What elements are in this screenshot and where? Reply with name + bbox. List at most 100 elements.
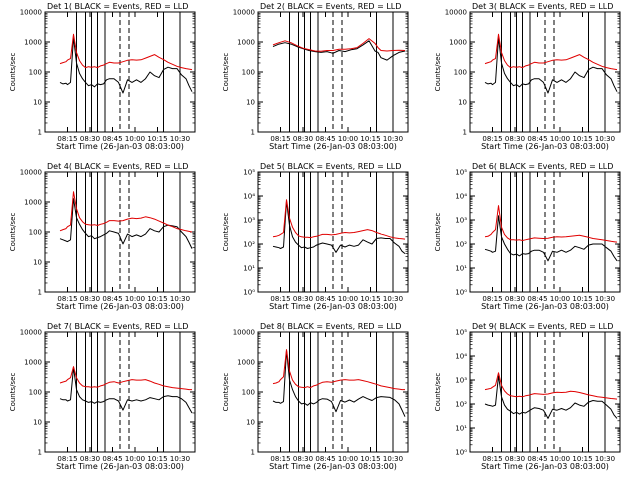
x-axis-label: Start Time (26-Jan-03 08:03:00) bbox=[269, 142, 397, 151]
x-tick-label: 10:00 bbox=[338, 455, 358, 463]
y-tick-label: 10⁰ bbox=[455, 449, 467, 457]
panel-8: Det 8( BLACK = Events, RED = LLD 1 10 100 10… bbox=[222, 322, 409, 471]
x-axis-label: Start Time (26-Jan-03 08:03:00) bbox=[56, 302, 184, 311]
x-tick-label: 08:30 bbox=[293, 295, 313, 303]
series-events-line bbox=[59, 367, 193, 414]
panel-title: Det 1( BLACK = Events, RED = LLD bbox=[47, 2, 188, 11]
y-tick-label: 100 bbox=[29, 389, 42, 397]
x-tick-label: 10:30 bbox=[383, 295, 403, 303]
x-tick-label: 10:00 bbox=[550, 135, 570, 143]
x-tick-label: 08:30 bbox=[505, 295, 525, 303]
x-tick-label: 08:45 bbox=[315, 295, 335, 303]
x-tick-label: 08:15 bbox=[57, 135, 77, 143]
x-tick-label: 10:30 bbox=[383, 455, 403, 463]
panel-9: Det 9( BLACK = Events, RED = LLD 10⁰ 10¹ 10… bbox=[434, 322, 621, 471]
panel-6: Det 6( BLACK = Events, RED = LLD 10⁰ 10¹ 10… bbox=[434, 162, 621, 311]
x-tick-label: 10:15 bbox=[147, 455, 167, 463]
y-tick-label: 10² bbox=[455, 241, 467, 249]
y-tick-label: 10 bbox=[246, 99, 255, 107]
y-tick-label: 10⁴ bbox=[455, 193, 467, 201]
series-events-line bbox=[484, 215, 618, 262]
x-tick-label: 08:45 bbox=[102, 135, 122, 143]
x-tick-label: 10:15 bbox=[360, 135, 380, 143]
x-tick-label: 08:45 bbox=[102, 455, 122, 463]
series-events-line bbox=[59, 198, 193, 249]
y-tick-label: 10⁵ bbox=[243, 169, 255, 177]
panel-3: Det 3( BLACK = Events, RED = LLD 1 10 100 10… bbox=[434, 2, 621, 151]
y-tick-label: 10³ bbox=[243, 217, 255, 225]
x-tick-label: 08:30 bbox=[293, 455, 313, 463]
x-tick-label: 10:00 bbox=[125, 455, 145, 463]
x-tick-label: 08:15 bbox=[482, 295, 502, 303]
y-tick-label: 10 bbox=[246, 419, 255, 427]
y-tick-label: 10⁴ bbox=[243, 193, 255, 201]
x-tick-label: 10:30 bbox=[595, 295, 615, 303]
y-tick-label: 10⁵ bbox=[455, 169, 467, 177]
x-tick-label: 08:45 bbox=[527, 135, 547, 143]
panel-4: Det 4( BLACK = Events, RED = LLD 1 10 100 10… bbox=[9, 162, 196, 311]
y-tick-label: 10⁴ bbox=[455, 353, 467, 361]
x-tick-label: 08:45 bbox=[527, 455, 547, 463]
x-axis-label: Start Time (26-Jan-03 08:03:00) bbox=[481, 302, 609, 311]
x-tick-label: 10:30 bbox=[170, 455, 190, 463]
x-tick-label: 10:00 bbox=[550, 455, 570, 463]
series-lld-line bbox=[484, 33, 618, 71]
x-axis-label: Start Time (26-Jan-03 08:03:00) bbox=[269, 302, 397, 311]
x-tick-label: 10:15 bbox=[147, 135, 167, 143]
y-axis-label: Counts/sec bbox=[434, 213, 442, 252]
x-tick-label: 08:15 bbox=[57, 295, 77, 303]
x-tick-label: 10:30 bbox=[383, 135, 403, 143]
x-tick-label: 10:00 bbox=[125, 135, 145, 143]
y-tick-label: 10¹ bbox=[243, 265, 255, 273]
series-events-line bbox=[272, 350, 406, 417]
y-tick-label: 10³ bbox=[455, 377, 467, 385]
x-tick-label: 08:15 bbox=[270, 455, 290, 463]
x-tick-label: 10:30 bbox=[595, 135, 615, 143]
x-tick-label: 08:15 bbox=[482, 455, 502, 463]
y-axis-label: Counts/sec bbox=[222, 213, 230, 252]
x-tick-label: 08:15 bbox=[270, 295, 290, 303]
x-tick-label: 08:15 bbox=[482, 135, 502, 143]
y-tick-label: 10 bbox=[33, 259, 42, 267]
y-tick-label: 1 bbox=[463, 129, 467, 137]
series-lld-line bbox=[484, 205, 618, 243]
panel-title: Det 2( BLACK = Events, RED = LLD bbox=[260, 2, 401, 11]
y-axis-label: Counts/sec bbox=[9, 213, 17, 252]
y-tick-label: 10000 bbox=[233, 329, 255, 337]
panel-7: Det 7( BLACK = Events, RED = LLD 1 10 100 10… bbox=[9, 322, 196, 471]
series-events-line bbox=[272, 40, 406, 61]
y-tick-label: 1000 bbox=[24, 39, 42, 47]
x-axis-label: Start Time (26-Jan-03 08:03:00) bbox=[481, 462, 609, 471]
x-tick-label: 08:30 bbox=[80, 295, 100, 303]
y-tick-label: 1000 bbox=[237, 359, 255, 367]
panel-title: Det 9( BLACK = Events, RED = LLD bbox=[472, 322, 613, 331]
x-tick-label: 10:00 bbox=[550, 295, 570, 303]
x-axis-label: Start Time (26-Jan-03 08:03:00) bbox=[56, 462, 184, 471]
y-tick-label: 1 bbox=[38, 449, 42, 457]
x-axis-label: Start Time (26-Jan-03 08:03:00) bbox=[269, 462, 397, 471]
panel-2: Det 2( BLACK = Events, RED = LLD 1 10 100 10… bbox=[222, 2, 409, 151]
panel-title: Det 5( BLACK = Events, RED = LLD bbox=[260, 162, 401, 171]
y-axis-label: Counts/sec bbox=[9, 53, 17, 92]
y-tick-label: 10¹ bbox=[455, 425, 467, 433]
series-lld-line bbox=[272, 38, 406, 52]
x-tick-label: 08:30 bbox=[293, 135, 313, 143]
series-lld-line bbox=[59, 191, 193, 233]
y-tick-label: 10⁰ bbox=[455, 289, 467, 297]
y-tick-label: 10¹ bbox=[455, 265, 467, 273]
y-tick-label: 10³ bbox=[455, 217, 467, 225]
y-tick-label: 10⁰ bbox=[243, 289, 255, 297]
y-tick-label: 1 bbox=[251, 449, 255, 457]
y-tick-label: 10² bbox=[455, 401, 467, 409]
x-tick-label: 08:30 bbox=[505, 455, 525, 463]
series-lld-line bbox=[272, 199, 406, 240]
panel-title: Det 6( BLACK = Events, RED = LLD bbox=[472, 162, 613, 171]
x-tick-label: 10:15 bbox=[360, 455, 380, 463]
series-lld-line bbox=[59, 33, 193, 71]
x-tick-label: 10:30 bbox=[595, 455, 615, 463]
x-tick-label: 08:15 bbox=[270, 135, 290, 143]
panel-title: Det 8( BLACK = Events, RED = LLD bbox=[260, 322, 401, 331]
y-tick-label: 100 bbox=[242, 69, 255, 77]
y-axis-label: Counts/sec bbox=[9, 373, 17, 412]
x-tick-label: 08:45 bbox=[315, 455, 335, 463]
